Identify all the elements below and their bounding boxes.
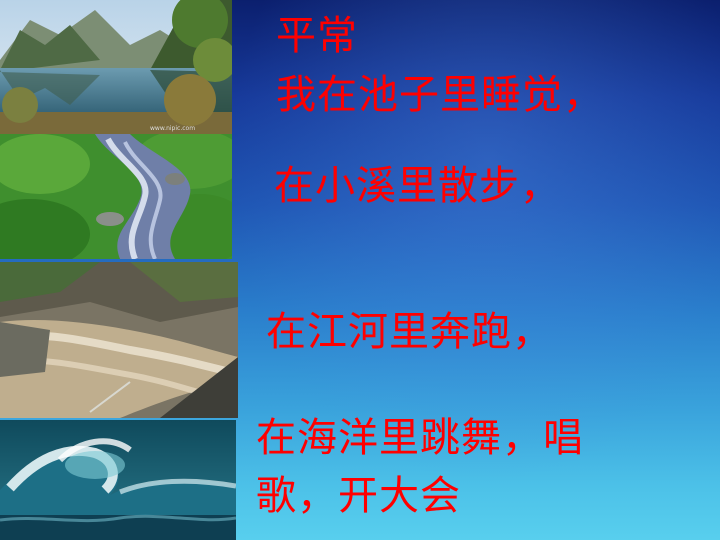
image-caption: www.nipic.com — [150, 125, 196, 132]
ocean-wave-picture — [0, 420, 236, 540]
text-line-1: 平常 — [276, 13, 358, 59]
river-rapids-image — [0, 262, 238, 418]
text-line-3: 在小溪里散步， — [274, 163, 561, 209]
text-line-4: 在江河里奔跑， — [266, 309, 553, 355]
mountain-lake-picture — [0, 0, 232, 134]
stream-picture — [0, 134, 232, 259]
mountain-lake-image: www.nipic.com — [0, 0, 232, 134]
stream-image — [0, 134, 232, 259]
text-line-2: 我在池子里睡觉， — [276, 72, 604, 118]
river-rapids-picture — [0, 262, 238, 418]
text-line-5: 在海洋里跳舞，唱 — [256, 415, 584, 461]
text-line-6: 歌，开大会 — [256, 473, 461, 519]
ocean-wave-image — [0, 420, 236, 540]
